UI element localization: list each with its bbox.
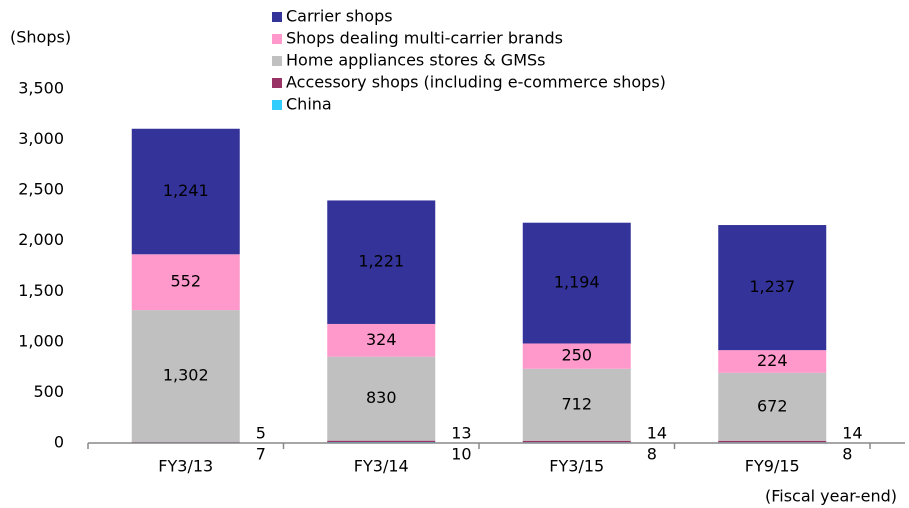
bar-segment [522, 440, 631, 443]
legend-label: Accessory shops (including e-commerce sh… [286, 73, 666, 92]
data-label: 1,241 [163, 181, 209, 200]
legend-swatch [272, 100, 282, 110]
bar-segment [131, 128, 240, 255]
x-tick-label: FY3/15 [549, 457, 604, 476]
data-label: 250 [561, 346, 592, 365]
bar-segment [718, 440, 827, 443]
bar-segment [718, 225, 827, 351]
y-tick-label: 500 [33, 382, 64, 401]
legend-swatch [272, 34, 282, 44]
bar-segment [522, 343, 631, 369]
data-label: 13 [451, 424, 471, 443]
data-label: 8 [647, 445, 657, 464]
data-label: 14 [647, 424, 667, 443]
y-tick-label: 3,500 [18, 79, 64, 98]
legend-label: Home appliances stores & GMSs [286, 51, 546, 70]
bar-segment [327, 356, 436, 441]
data-label: 14 [842, 424, 862, 443]
legend-swatch [272, 56, 282, 66]
bar-segment [327, 440, 436, 442]
data-label: 1,302 [163, 365, 209, 384]
x-tick-label: FY3/13 [158, 457, 213, 476]
legend-swatch [272, 78, 282, 88]
bar-segment [131, 254, 240, 311]
data-label: 552 [170, 272, 201, 291]
bar-segment [131, 310, 240, 442]
y-tick-label: 0 [54, 433, 64, 452]
x-tick-label: FY9/15 [745, 457, 800, 476]
data-label: 1,221 [358, 252, 404, 271]
y-axis-label: (Shops) [10, 28, 71, 47]
data-label: 1,194 [554, 273, 600, 292]
legend-swatch [272, 12, 282, 22]
y-tick-label: 1,500 [18, 281, 64, 300]
x-axis-label: (Fiscal year-end) [765, 487, 897, 506]
bar-segment [131, 441, 240, 443]
data-label: 712 [561, 394, 592, 413]
data-label: 8 [842, 445, 852, 464]
bar-segment [718, 350, 827, 373]
y-tick-label: 2,500 [18, 180, 64, 199]
data-label: 5 [256, 424, 266, 443]
bar-segment [522, 222, 631, 344]
bar-segment [522, 368, 631, 441]
x-tick-label: FY3/14 [354, 457, 409, 476]
data-label: 1,237 [749, 277, 795, 296]
data-label: 324 [366, 330, 397, 349]
data-label: 10 [451, 445, 471, 464]
legend-label: Shops dealing multi-carrier brands [286, 29, 563, 48]
legend-label: Carrier shops [286, 7, 393, 26]
legend-label: China [286, 95, 332, 114]
bar-segment [327, 323, 436, 357]
bar-segment [718, 372, 827, 441]
data-label: 830 [366, 388, 397, 407]
y-tick-label: 2,000 [18, 230, 64, 249]
y-tick-label: 1,000 [18, 331, 64, 350]
data-label: 672 [757, 396, 788, 415]
bar-segment [327, 200, 436, 324]
y-tick-label: 3,000 [18, 129, 64, 148]
data-label: 224 [757, 351, 788, 370]
data-label: 7 [256, 445, 266, 464]
